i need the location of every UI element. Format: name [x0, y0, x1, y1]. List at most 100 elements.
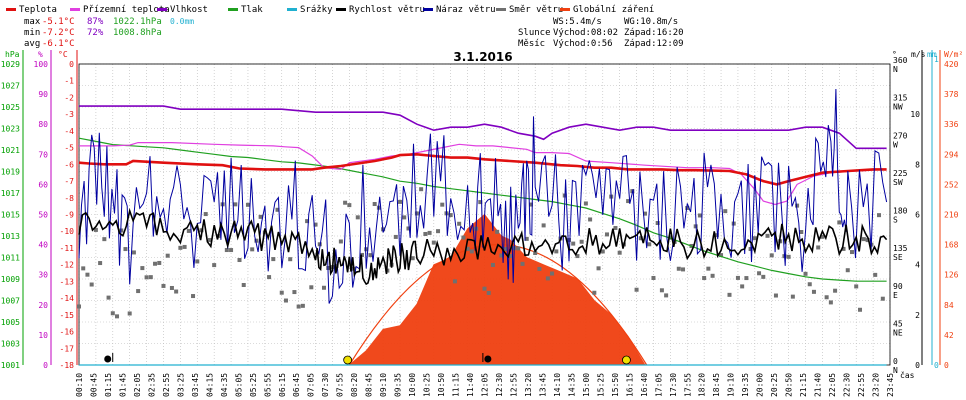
tick-degc: -11	[60, 244, 75, 253]
series-direction-point	[533, 251, 538, 256]
tick-x: 23:45	[886, 373, 895, 397]
series-direction-point	[820, 234, 825, 239]
series-direction-point	[757, 271, 762, 276]
series-direction-point	[207, 237, 212, 242]
axis-unit-pct: %	[38, 50, 43, 59]
series-direction-point	[317, 242, 322, 247]
info-wg: WG:10.8m/s	[624, 17, 678, 27]
series-direction-point	[490, 262, 495, 267]
series-direction-point	[880, 296, 885, 301]
series-direction-point	[77, 304, 81, 309]
series-direction-point	[596, 266, 601, 271]
series-direction-point	[169, 285, 174, 290]
tick-x: 19:10	[727, 373, 736, 397]
series-direction-point	[372, 202, 377, 207]
series-direction-point	[110, 311, 115, 316]
series-tlak	[78, 137, 887, 282]
series-direction-point	[267, 275, 272, 280]
series-direction-point	[651, 275, 656, 280]
series-direction-point	[503, 246, 508, 251]
tick-dir-card: S	[893, 216, 898, 225]
tick-pct: 70	[38, 150, 48, 159]
tick-x: 09:10	[379, 373, 388, 397]
series-direction-point	[638, 236, 643, 241]
tick-degc: -13	[60, 277, 75, 286]
tick-x: 20:25	[770, 373, 779, 397]
series-direction-point	[828, 300, 833, 305]
sunrise-marker	[343, 355, 353, 365]
series-direction-point	[355, 215, 360, 220]
series-direction-point	[144, 275, 149, 280]
series-direction-point	[195, 259, 200, 264]
tick-degc: -18	[60, 361, 75, 370]
series-direction-point	[719, 253, 724, 258]
tick-x: 16:15	[625, 373, 634, 397]
tick-x: 10:50	[437, 373, 446, 397]
stat-max-rain: 0.0mm	[170, 17, 194, 26]
series-direction-point	[457, 221, 462, 226]
series-direction-point	[212, 263, 217, 268]
tick-x: 07:05	[307, 373, 316, 397]
stat-avg-label: avg	[24, 39, 40, 49]
legend-label-5: Srážky	[300, 5, 333, 15]
series-direction-point	[203, 212, 208, 217]
stat-min-label: min	[24, 28, 40, 38]
series-direction-point	[98, 261, 103, 266]
series-direction-point	[588, 217, 593, 222]
series-direction-point	[575, 254, 580, 259]
tick-x: 17:30	[669, 373, 678, 397]
series-direction-point	[140, 266, 145, 271]
series-direction-point	[811, 289, 816, 294]
tick-x: 00:10	[75, 373, 84, 397]
series-direction-point	[790, 294, 795, 299]
moonset-marker	[484, 355, 492, 363]
tick-pct: 40	[38, 241, 48, 250]
series-direction-point	[469, 249, 474, 254]
series-direction-point	[769, 253, 774, 258]
series-direction-point	[427, 230, 432, 235]
tick-wm2: 336	[944, 120, 959, 129]
series-direction-point	[541, 223, 546, 228]
tick-x: 11:40	[466, 373, 475, 397]
tick-wm2: 168	[944, 241, 959, 250]
tick-wm2: 378	[944, 90, 959, 99]
series-direction-point	[254, 238, 259, 243]
tick-hpa: 1025	[1, 103, 20, 112]
tick-dir-card: NW	[893, 103, 903, 112]
tick-x: 20:00	[756, 373, 765, 397]
tick-x: 02:35	[147, 373, 156, 397]
series-direction-point	[186, 228, 191, 233]
series-direction-point	[773, 293, 778, 298]
series-direction-point	[710, 273, 715, 278]
tick-dir: 0	[893, 357, 898, 366]
tick-x: 08:20	[350, 373, 359, 397]
series-p-zemn-teplota	[79, 142, 887, 206]
tick-dir-card: SE	[893, 253, 903, 262]
series-direction-point	[157, 260, 162, 265]
tick-x: 02:05	[133, 373, 142, 397]
series-direction-point	[448, 213, 453, 218]
tick-hpa: 1009	[1, 275, 20, 284]
series-direction-point	[740, 284, 745, 289]
tick-hpa: 1013	[1, 232, 20, 241]
tick-ms: 2	[915, 311, 920, 320]
series-direction-point	[313, 222, 318, 227]
tick-wm2: 0	[944, 361, 949, 370]
series-direction-point	[861, 237, 866, 242]
series-direction-point	[300, 303, 305, 308]
tick-hpa: 1029	[1, 60, 20, 69]
series-direction-point	[824, 295, 829, 300]
series-direction-point	[224, 248, 229, 253]
tick-x: 01:15	[104, 373, 113, 397]
series-direction-point	[655, 221, 660, 226]
tick-degc: -9	[64, 211, 74, 220]
tick-degc: -2	[64, 93, 74, 102]
series-direction-point	[858, 307, 863, 312]
series-direction-point	[275, 207, 280, 212]
tick-x: 22:30	[843, 373, 852, 397]
tick-x: 14:35	[567, 373, 576, 397]
tick-hpa: 1011	[1, 254, 20, 263]
series-direction-point	[786, 254, 791, 259]
series-direction-point	[664, 293, 669, 298]
legend-swatch	[70, 8, 80, 11]
